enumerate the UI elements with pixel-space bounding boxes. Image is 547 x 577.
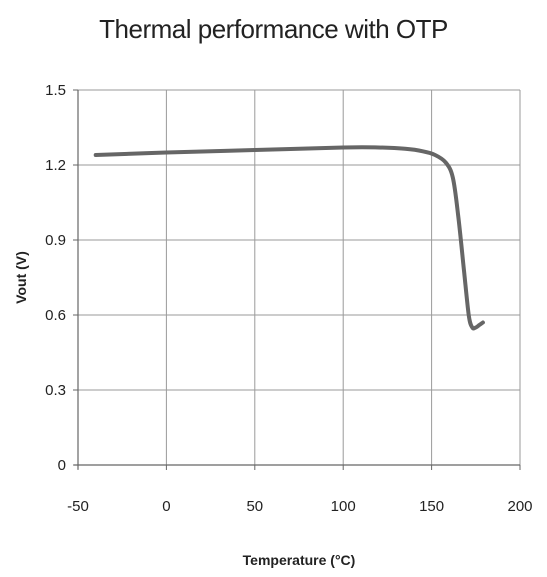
y-tick-label: 0.9 — [45, 232, 66, 249]
x-tick-label: -50 — [67, 498, 89, 515]
grid — [77, 89, 521, 466]
x-tick-label: 0 — [162, 498, 170, 515]
y-tick-label: 1.5 — [45, 82, 66, 99]
y-tick-label: 0.6 — [45, 307, 66, 324]
y-tick-label: 0 — [58, 457, 66, 474]
tick-labels: 0 0.3 0.6 0.9 1.2 1.5 -50 0 50 100 150 200 — [45, 82, 532, 515]
chart-title: Thermal performance with OTP — [99, 14, 448, 44]
y-tick-label: 1.2 — [45, 157, 66, 174]
x-axis-title: Temperature (°C) — [243, 552, 356, 568]
x-tick-label: 200 — [507, 498, 532, 515]
x-tick-label: 150 — [419, 498, 444, 515]
axes — [73, 89, 521, 470]
y-axis-title: Vout (V) — [13, 251, 29, 304]
series-layer — [93, 145, 485, 331]
x-tick-label: 100 — [331, 498, 356, 515]
y-tick-label: 0.3 — [45, 382, 66, 399]
x-tick-label: 50 — [246, 498, 263, 515]
series-line-vout — [93, 145, 485, 331]
